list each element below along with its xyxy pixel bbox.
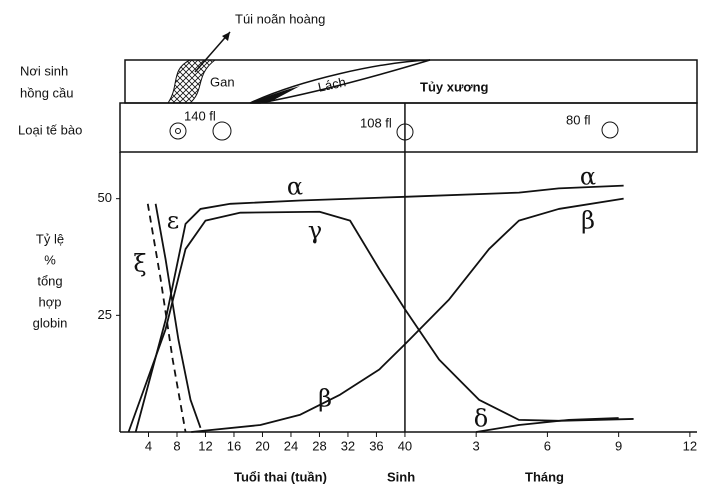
x-tick-label: 28 — [312, 438, 326, 453]
liver-shape — [167, 59, 217, 104]
site-label: Gan — [210, 74, 235, 89]
cell-size: 108 fl — [360, 115, 392, 130]
x-tick-label: 12 — [683, 438, 697, 453]
site-label: Tủy xương — [420, 79, 489, 94]
x-tick-label: 40 — [398, 438, 412, 453]
series-label: β — [581, 207, 595, 235]
row-label: Nơi sinh — [20, 63, 68, 78]
spleen-shape — [249, 59, 431, 104]
series-line — [476, 417, 619, 433]
y-label: Tỷ lệ — [36, 231, 64, 246]
x-label: Tháng — [525, 469, 564, 484]
site-label: Lách — [316, 74, 347, 95]
x-label: Tuổi thai (tuần) — [234, 469, 327, 484]
series-label: δ — [474, 405, 488, 433]
row-label: Loại tế bào — [18, 122, 82, 137]
y-label: % — [44, 252, 56, 267]
cell-size: 140 fl — [184, 108, 216, 123]
x-label: Sinh — [387, 469, 415, 484]
spleen-fill — [250, 86, 300, 103]
x-tick-label: 6 — [544, 438, 551, 453]
x-tick-label: 16 — [227, 438, 241, 453]
y-tick-label: 50 — [98, 190, 112, 205]
series-line — [134, 184, 624, 433]
x-tick-label: 32 — [341, 438, 355, 453]
series-line — [146, 203, 187, 433]
series-label: α — [287, 173, 303, 201]
y-tick-label: 25 — [98, 307, 112, 322]
series-label: ε — [167, 207, 179, 235]
series-label: β — [318, 385, 332, 413]
x-tick-label: 9 — [615, 438, 622, 453]
x-tick-label: 12 — [198, 438, 212, 453]
cell — [601, 121, 619, 139]
x-tick-label: 24 — [284, 438, 298, 453]
x-tick-label: 36 — [369, 438, 383, 453]
arrow-head — [222, 32, 230, 41]
series-line — [191, 197, 624, 433]
x-tick-label: 20 — [255, 438, 269, 453]
cell-nucleus — [175, 128, 181, 134]
series-label: α — [580, 163, 596, 191]
yolk-sac-label: Túi noãn hoàng — [235, 11, 325, 26]
series-label: γ — [308, 217, 322, 245]
arrow — [194, 31, 231, 73]
y-label: globin — [33, 315, 68, 330]
series-line — [127, 210, 634, 433]
cell-panel — [119, 102, 698, 153]
cell — [212, 121, 232, 141]
cell-size: 80 fl — [566, 112, 591, 127]
y-label: hợp — [39, 294, 62, 309]
x-tick-label: 3 — [473, 438, 480, 453]
cell — [169, 122, 187, 140]
series-label: ξ — [133, 250, 146, 278]
y-label: tổng — [37, 273, 62, 288]
x-tick-label: 4 — [145, 438, 152, 453]
row-label: hồng cầu — [20, 85, 74, 100]
series-line — [154, 203, 202, 429]
x-tick-label: 8 — [173, 438, 180, 453]
